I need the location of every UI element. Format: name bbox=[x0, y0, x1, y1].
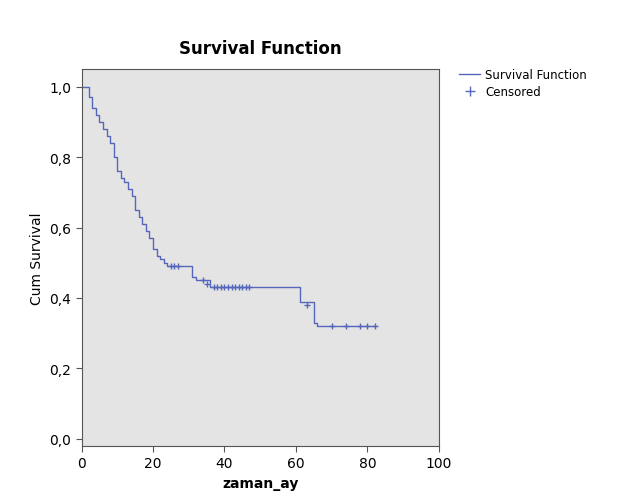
X-axis label: zaman_ay: zaman_ay bbox=[222, 476, 298, 490]
Legend: Survival Function, Censored: Survival Function, Censored bbox=[459, 69, 587, 99]
Title: Survival Function: Survival Function bbox=[179, 40, 342, 58]
Y-axis label: Cum Survival: Cum Survival bbox=[29, 212, 43, 304]
